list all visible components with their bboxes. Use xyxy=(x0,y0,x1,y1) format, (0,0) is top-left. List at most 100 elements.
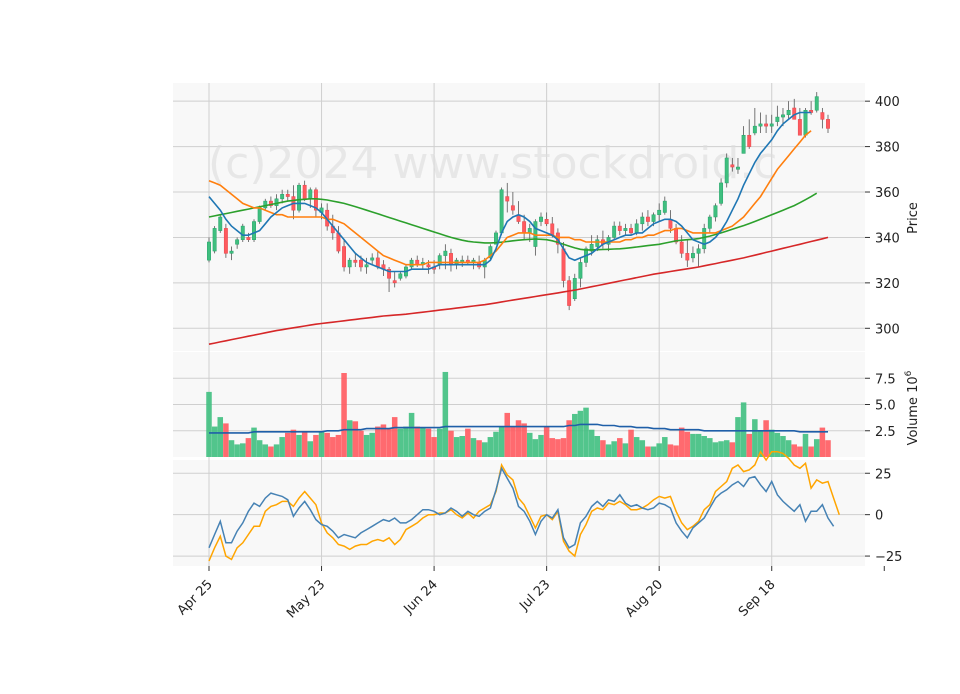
volume-bar xyxy=(583,407,589,457)
volume-bar xyxy=(774,432,781,457)
candle-body xyxy=(398,273,403,279)
volume-bar xyxy=(633,437,640,457)
candle-body xyxy=(561,248,566,281)
volume-axis-exponent: 6 xyxy=(904,370,914,376)
volume-tick-label: 2.5 xyxy=(875,425,896,440)
volume-bar xyxy=(234,444,240,457)
volume-bar xyxy=(622,443,629,457)
ma-trend-line xyxy=(208,236,829,345)
volume-tick-label: 7.5 xyxy=(875,372,896,387)
x-tick-label: Jun 24 xyxy=(401,577,441,617)
volume-bar xyxy=(560,438,567,457)
candle-body xyxy=(645,216,650,222)
volume-tick-label: 5.0 xyxy=(875,399,896,414)
volume-bar xyxy=(740,402,747,457)
candle-body xyxy=(747,134,752,147)
candle-body xyxy=(814,96,819,111)
volume-bar xyxy=(206,391,212,457)
volume-bar xyxy=(785,440,792,457)
volume-bar xyxy=(476,440,482,457)
candle-body xyxy=(409,259,414,268)
volume-bar xyxy=(436,428,443,457)
candle-body xyxy=(302,184,307,200)
x-tick-label: Apr 25 xyxy=(175,577,216,618)
volume-bar xyxy=(425,428,432,457)
candle-body xyxy=(617,225,622,231)
candle-body xyxy=(662,200,667,213)
volume-bar xyxy=(611,441,617,457)
candle-body xyxy=(336,232,341,252)
volume-bar xyxy=(802,433,809,457)
candle-body xyxy=(764,123,769,127)
volume-bar xyxy=(279,437,285,457)
ma-short-line xyxy=(208,111,812,273)
volume-bar xyxy=(768,429,775,457)
oscillator-orange-line xyxy=(208,450,841,562)
volume-bar xyxy=(369,432,375,457)
volume-bar xyxy=(656,443,662,457)
volume-bar xyxy=(549,438,556,457)
volume-bar xyxy=(470,438,477,457)
volume-bar xyxy=(481,442,488,457)
price-panel xyxy=(207,92,830,345)
candle-body xyxy=(207,241,211,261)
candle-body xyxy=(364,264,369,268)
volume-panel xyxy=(206,371,831,457)
candle-body xyxy=(218,216,223,231)
volume-bar xyxy=(678,427,685,457)
volume-bar xyxy=(515,420,522,457)
candle-body xyxy=(212,228,217,252)
volume-bar xyxy=(639,440,646,457)
candle-body xyxy=(437,255,442,265)
candle-body xyxy=(387,268,392,279)
volume-bar xyxy=(459,436,465,457)
candle-body xyxy=(567,280,572,306)
volume-bar xyxy=(819,427,826,457)
volume-bar xyxy=(223,423,229,457)
volume-bar xyxy=(650,446,657,457)
volume-bar xyxy=(228,440,235,457)
candle-body xyxy=(297,184,301,211)
grid-lines xyxy=(173,83,865,566)
volume-bar xyxy=(251,427,257,457)
volume-bar xyxy=(341,373,347,457)
oscillator-tick-label: 25 xyxy=(875,467,892,482)
candle-body xyxy=(786,110,791,116)
volume-bar xyxy=(380,424,387,457)
volume-bar xyxy=(684,431,691,457)
volume-bar xyxy=(448,430,454,457)
oscillator-panel-bg xyxy=(173,460,865,566)
volume-bar xyxy=(330,437,336,457)
candle-body xyxy=(719,182,724,204)
candle-body xyxy=(629,228,633,234)
candle-body xyxy=(544,219,549,225)
volume-bar xyxy=(543,426,550,457)
ma-long-line xyxy=(208,192,818,251)
candle-body xyxy=(651,214,656,222)
price-tick-label: 320 xyxy=(875,277,900,292)
volume-bar xyxy=(662,437,668,457)
candle-body xyxy=(691,253,695,259)
candle-body xyxy=(758,123,763,127)
candle-body xyxy=(353,259,358,263)
price-tick-label: 300 xyxy=(875,322,900,337)
candle-body xyxy=(724,157,729,184)
price-tick-label: 400 xyxy=(875,95,900,110)
oscillator-blue-line xyxy=(208,466,835,549)
volume-bar xyxy=(465,428,471,457)
candle-body xyxy=(539,216,543,222)
candle-body xyxy=(257,207,262,222)
candle-body xyxy=(702,228,707,250)
volume-bar xyxy=(594,436,601,457)
volume-bar xyxy=(386,428,392,457)
candle-body xyxy=(240,225,245,240)
candle-body xyxy=(820,112,825,120)
volume-bar xyxy=(757,430,764,457)
volume-bar xyxy=(825,440,831,457)
candle-body xyxy=(426,264,431,268)
volume-bar xyxy=(521,423,527,457)
candle-body xyxy=(634,223,639,234)
candle-body xyxy=(223,228,228,254)
volume-bar xyxy=(442,371,449,457)
